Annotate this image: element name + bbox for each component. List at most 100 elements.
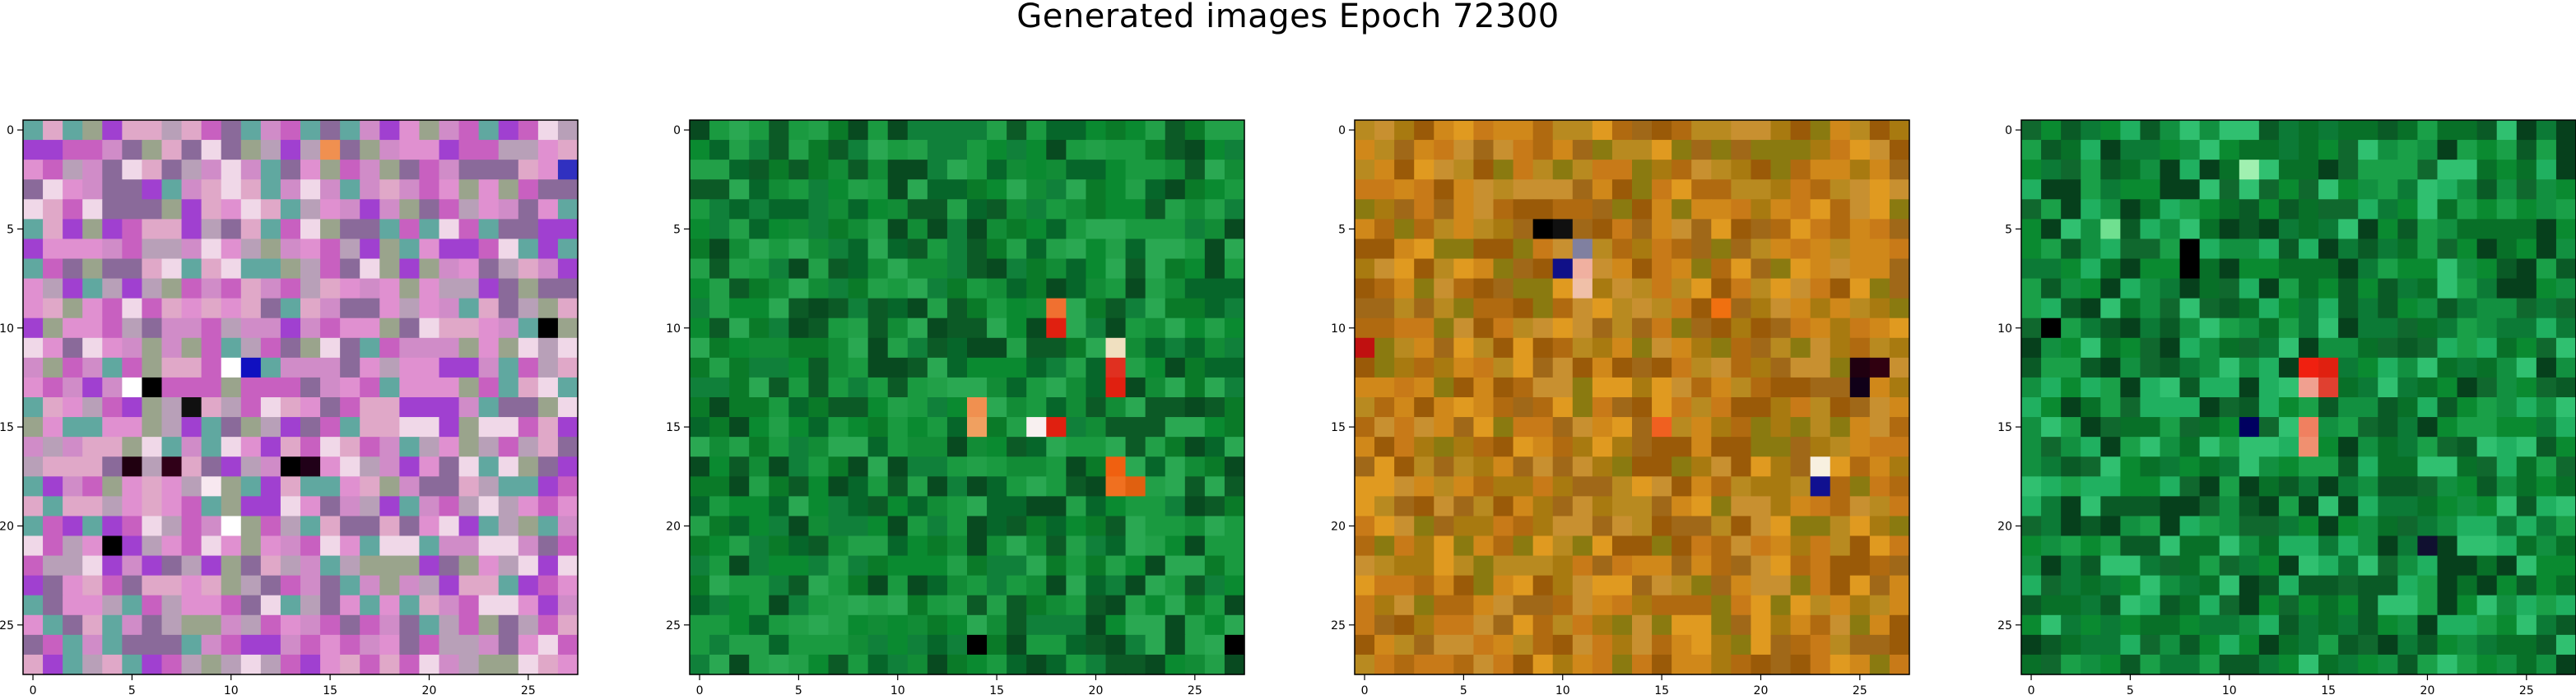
pixel-cell [1165, 614, 1186, 636]
pixel-cell [2239, 298, 2260, 319]
pixel-cell [1513, 298, 1534, 319]
pixel-cell [2516, 476, 2537, 497]
pixel-cell [1493, 278, 1514, 299]
pixel-cell [887, 317, 909, 339]
pixel-cell [2397, 456, 2419, 477]
pixel-cell [2140, 595, 2161, 616]
pixel-cell [2258, 337, 2280, 359]
pixel-cell [1532, 595, 1554, 616]
pixel-cell [221, 179, 242, 200]
pixel-cell [260, 595, 281, 616]
pixel-cell [2378, 298, 2398, 319]
pixel-cell [2061, 377, 2081, 398]
pixel-cell [1849, 219, 1871, 240]
pixel-cell [848, 476, 869, 497]
pixel-cell [1731, 357, 1752, 378]
pixel-cell [1572, 317, 1593, 339]
pixel-cell [1711, 298, 1732, 319]
pixel-cell [848, 239, 869, 260]
pixel-cell [280, 654, 301, 675]
pixel-cell [729, 140, 750, 160]
pixel-cell [1125, 456, 1146, 477]
pixel-cell [769, 239, 789, 260]
pixel-cell [1224, 337, 1245, 359]
pixel-cell [1066, 496, 1087, 517]
pixel-cell [1355, 496, 1375, 517]
pixel-cell [729, 614, 750, 636]
pixel-cell [1204, 120, 1225, 141]
pixel-cell [340, 456, 360, 477]
pixel-cell [2437, 555, 2458, 577]
pixel-cell [1105, 417, 1127, 438]
pixel-cell [2258, 417, 2280, 438]
pixel-cell [709, 317, 730, 339]
pixel-cell [260, 258, 281, 280]
pixel-cell [2397, 575, 2419, 596]
pixel-cell [1830, 575, 1851, 596]
pixel-cell [221, 456, 242, 477]
pixel-cell [360, 140, 380, 160]
pixel-cell [537, 595, 559, 616]
pixel-cell [2239, 496, 2260, 517]
pixel-cell [2318, 140, 2339, 160]
pixel-cell [1869, 575, 1890, 596]
pixel-cell [1007, 496, 1027, 517]
pixel-cell [181, 397, 202, 418]
pixel-cell [1086, 219, 1107, 240]
pixel-cell [360, 239, 380, 260]
pixel-cell [2219, 199, 2240, 220]
pixel-cell [300, 258, 321, 280]
pixel-cell [1473, 160, 1495, 180]
pixel-cell [82, 317, 103, 339]
pixel-cell [2061, 456, 2081, 477]
pixel-cell [161, 199, 183, 220]
pixel-cell [848, 634, 869, 656]
pixel-cell [1204, 199, 1225, 220]
pixel-cell [987, 160, 1007, 180]
pixel-cell [1066, 199, 1087, 220]
pixel-cell [221, 140, 242, 160]
pixel-cell [2061, 199, 2081, 220]
pixel-cell [419, 120, 440, 141]
pixel-cell [2278, 120, 2299, 141]
pixel-cell [1731, 516, 1752, 537]
pixel-cell [1066, 555, 1087, 577]
x-tick-label: 10 [224, 684, 239, 695]
pixel-cell [1731, 496, 1752, 517]
pixel-cell [2021, 120, 2042, 141]
pixel-cell [907, 120, 928, 141]
pixel-cell [300, 357, 321, 378]
pixel-cell [1830, 634, 1851, 656]
pixel-cell [63, 496, 83, 517]
pixel-cell [1493, 555, 1514, 577]
pixel-cell [1513, 120, 1534, 141]
pixel-cell [848, 357, 869, 378]
pixel-cell [518, 357, 539, 378]
pixel-cell [1355, 377, 1375, 398]
pixel-cell [23, 258, 44, 280]
pixel-cell [1204, 575, 1225, 596]
pixel-cell [300, 654, 321, 675]
y-tick-label: 10 [1331, 322, 1346, 336]
pixel-cell [2021, 337, 2042, 359]
pixel-cell [419, 357, 440, 378]
pixel-cell [142, 437, 163, 457]
pixel-cell [2437, 417, 2458, 438]
pixel-cell [2457, 535, 2478, 557]
pixel-cell [2437, 179, 2458, 200]
pixel-cell [729, 357, 750, 378]
pixel-cell [2219, 140, 2240, 160]
pixel-cell [1611, 437, 1633, 457]
pixel-cell [2457, 219, 2478, 240]
pixel-cell [848, 219, 869, 240]
pixel-cell [1007, 634, 1027, 656]
pixel-cell [221, 575, 242, 596]
pixel-cell [1711, 476, 1732, 497]
pixel-cell [1731, 595, 1752, 616]
pixel-cell [1007, 397, 1027, 418]
pixel-cell [1532, 258, 1554, 280]
pixel-cell [280, 120, 301, 141]
pixel-cell [439, 555, 460, 577]
pixel-cell [1691, 337, 1712, 359]
pixel-cell [788, 219, 810, 240]
